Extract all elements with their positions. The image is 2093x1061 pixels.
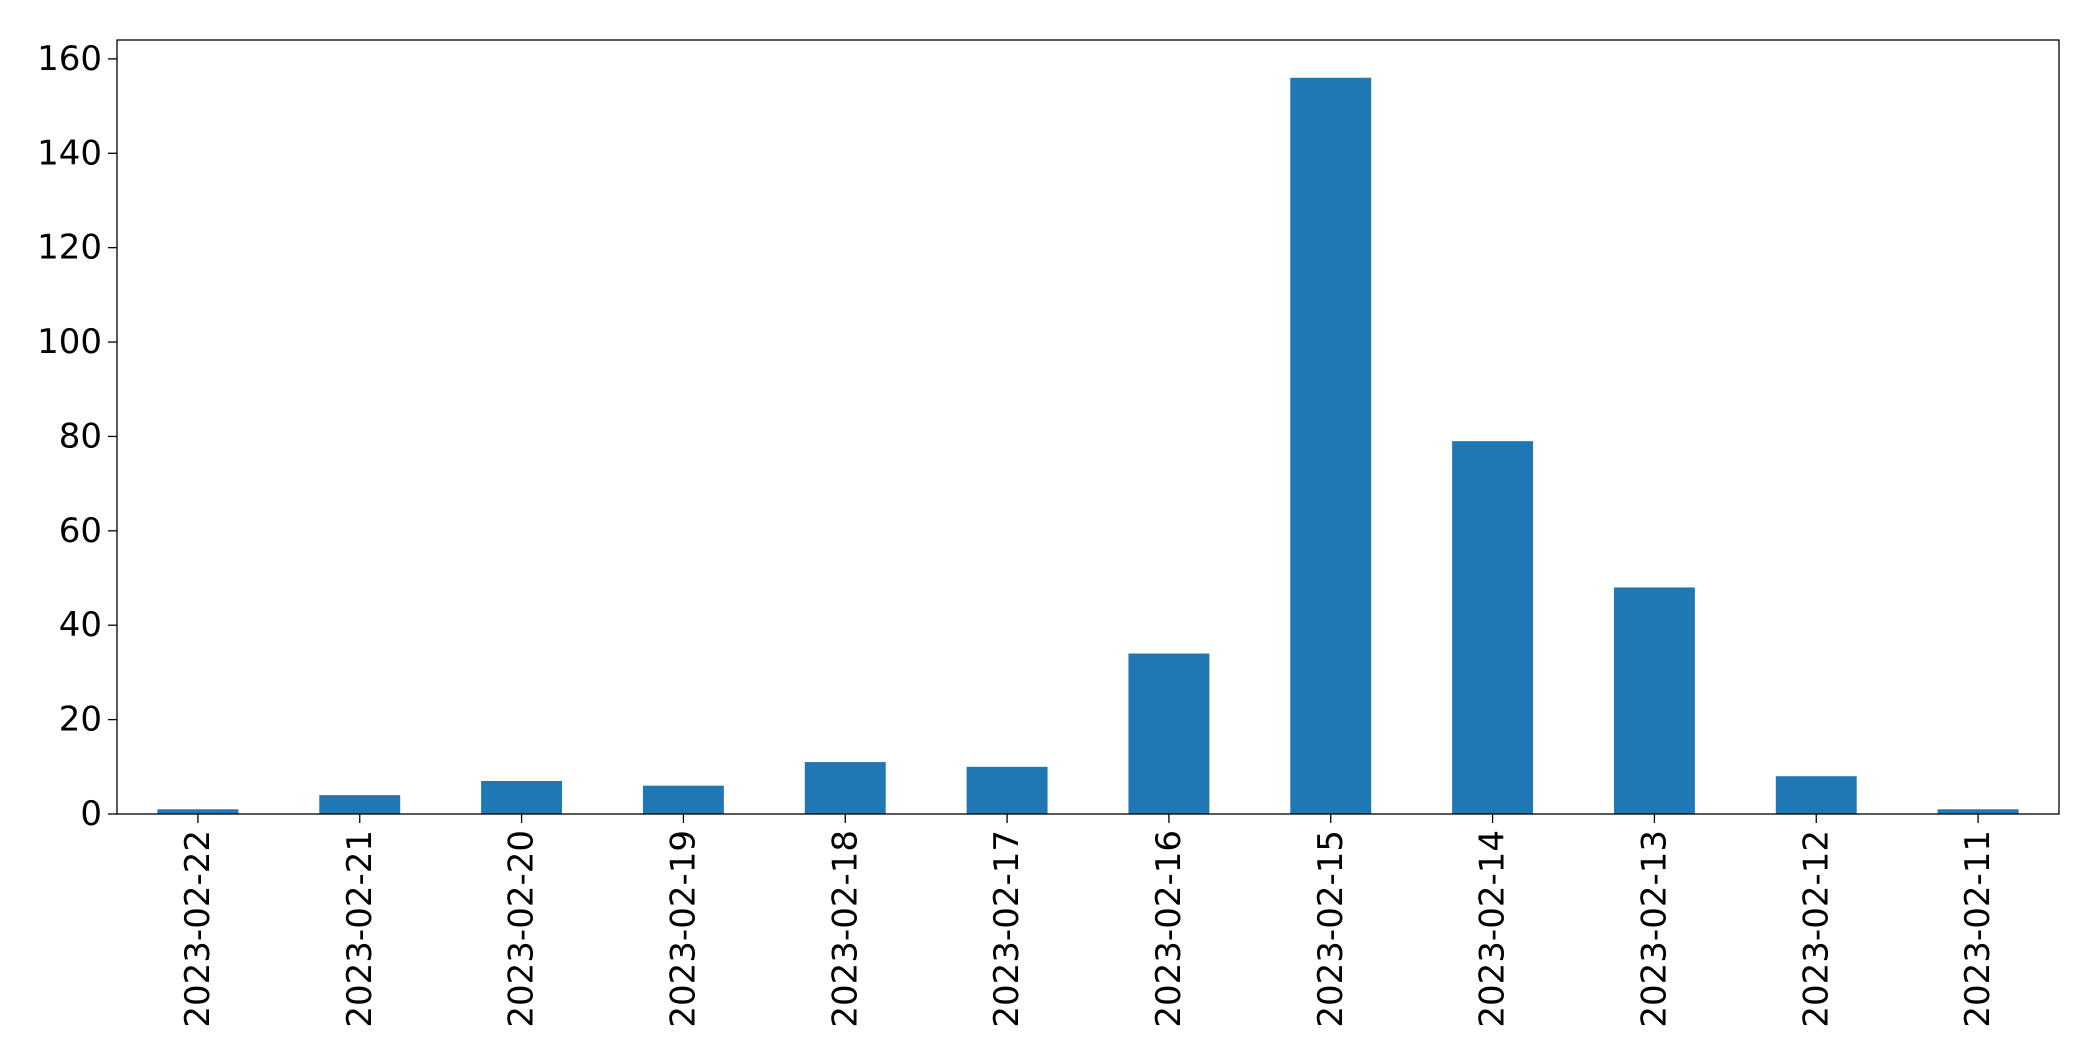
y-tick-label: 160	[37, 39, 102, 79]
y-axis: 0 20 40 60 80 100 120 140 160	[37, 39, 117, 834]
bar-2023-02-17	[966, 766, 1048, 814]
x-axis: 2023-02-22 2023-02-21 2023-02-20 2023-02-19…	[178, 814, 1998, 1028]
y-tick-label: 60	[59, 511, 102, 551]
x-tick-label: 2023-02-17	[987, 830, 1027, 1028]
y-tick-label: 0	[80, 794, 102, 834]
y-tick-label: 120	[37, 228, 102, 268]
bar-2023-02-16	[1128, 653, 1210, 814]
x-tick-label: 2023-02-21	[340, 830, 380, 1028]
y-tick-label: 100	[37, 322, 102, 362]
x-tick-label: 2023-02-13	[1634, 830, 1674, 1028]
x-tick-label: 2023-02-18	[825, 830, 865, 1028]
x-tick-label: 2023-02-19	[663, 830, 703, 1028]
x-tick-label: 2023-02-15	[1311, 830, 1351, 1028]
bar-2023-02-22	[157, 809, 239, 814]
x-tick-label: 2023-02-16	[1149, 830, 1189, 1028]
bar-2023-02-15	[1290, 77, 1372, 814]
bar-2023-02-13	[1613, 587, 1695, 814]
bar-2023-02-11	[1937, 809, 2019, 814]
bar-2023-02-19	[642, 785, 724, 814]
bar-2023-02-12	[1775, 776, 1857, 814]
x-tick-label: 2023-02-20	[502, 830, 542, 1028]
y-tick-label: 80	[59, 416, 102, 456]
bar-2023-02-18	[804, 762, 886, 814]
bar-2023-02-21	[319, 795, 401, 814]
y-tick-label: 20	[59, 700, 102, 740]
x-tick-label: 2023-02-12	[1796, 830, 1836, 1028]
x-tick-label: 2023-02-14	[1473, 830, 1513, 1028]
bar-2023-02-20	[481, 780, 563, 814]
bar-2023-02-14	[1452, 441, 1534, 814]
y-tick-label: 140	[37, 133, 102, 173]
y-tick-label: 40	[59, 605, 102, 645]
bars-group	[157, 77, 2019, 814]
plot-frame	[116, 39, 2060, 815]
x-tick-label: 2023-02-22	[178, 830, 218, 1028]
x-tick-label: 2023-02-11	[1958, 830, 1998, 1028]
